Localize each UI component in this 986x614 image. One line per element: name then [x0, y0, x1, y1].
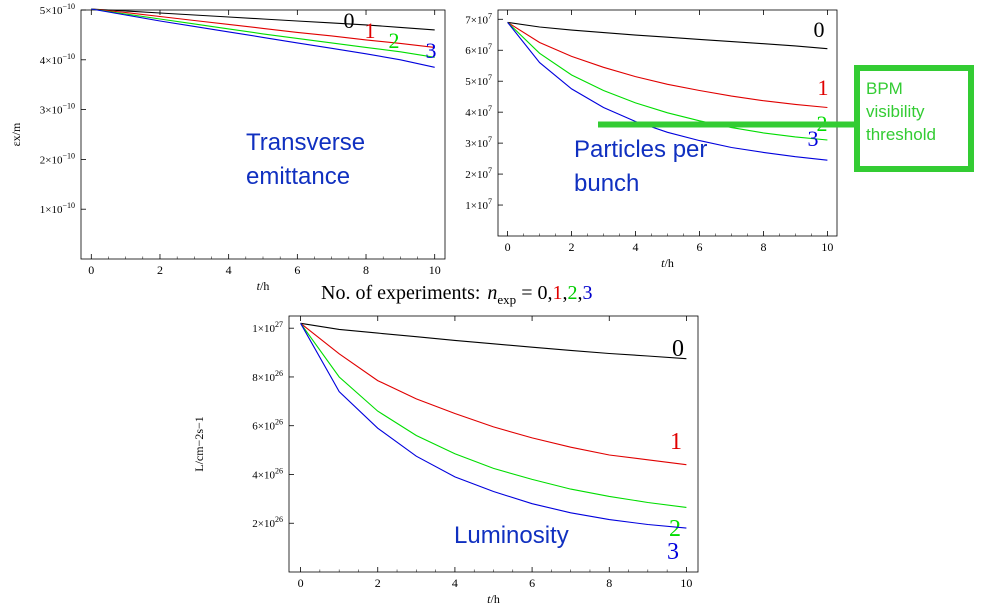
- x-tick-label: 6: [696, 240, 702, 254]
- x-tick-label: 0: [88, 263, 94, 277]
- y-tick-label: 5×10−10: [40, 2, 75, 17]
- series-label-0: 0: [672, 336, 684, 362]
- bpm-threshold-text: visibility: [866, 102, 925, 121]
- bpm-threshold-text: threshold: [866, 125, 936, 144]
- series-line-2: [91, 8, 435, 58]
- x-tick-label: 2: [569, 240, 575, 254]
- experiments-caption: No. of experiments: nexp = 0,1,2,3: [321, 282, 592, 307]
- x-tick-label: 0: [298, 576, 304, 590]
- y-tick-label: 4×1026: [252, 466, 283, 481]
- y-tick-label: 4×107: [465, 104, 492, 119]
- y-tick-label: 6×1026: [252, 418, 283, 433]
- bpm-threshold-box: [854, 65, 974, 172]
- y-axis-label: L/cm−2s−1: [192, 416, 206, 472]
- y-tick-label: 5×107: [465, 73, 492, 88]
- x-tick-label: 0: [505, 240, 511, 254]
- series-line-3: [507, 22, 828, 161]
- x-tick-label: 2: [375, 576, 381, 590]
- y-axis-label: εx/m: [9, 122, 23, 146]
- y-tick-label: 2×10−10: [40, 151, 75, 166]
- y-tick-label: 3×10−10: [40, 102, 75, 117]
- y-tick-label: 6×107: [465, 42, 492, 57]
- chart-overlay-label: Transverse: [246, 129, 365, 156]
- bpm-threshold-text: BPM: [866, 79, 903, 98]
- series-line-2: [507, 22, 828, 141]
- chart-overlay-label: emittance: [246, 163, 350, 190]
- series-label-3: 3: [808, 126, 819, 151]
- x-tick-label: 10: [821, 240, 833, 254]
- y-tick-label: 1×1027: [252, 320, 283, 335]
- series-line-0: [300, 322, 687, 360]
- y-tick-label: 7×107: [465, 11, 492, 26]
- series-line-1: [91, 8, 435, 48]
- series-label-0: 0: [814, 17, 825, 42]
- x-tick-label: 8: [363, 263, 369, 277]
- series-label-3: 3: [426, 38, 437, 63]
- x-tick-label: 8: [760, 240, 766, 254]
- x-tick-label: 4: [452, 576, 458, 590]
- x-tick-label: 4: [226, 263, 232, 277]
- chart-overlay-label: bunch: [574, 170, 639, 197]
- series-label-3: 3: [667, 539, 679, 565]
- luminosity-chart: 0 2 4 6 8 102×10264×10266×10268×10261×1027t/h…: [192, 315, 699, 606]
- particles-chart: 0 2 4 6 8 101×1072×1073×1074×1075×1076×1077×1…: [465, 9, 974, 270]
- series-line-2: [300, 322, 687, 508]
- series-line-1: [507, 21, 828, 109]
- series-label-0: 0: [344, 8, 355, 33]
- series-line-0: [507, 21, 828, 50]
- x-tick-label: 2: [157, 263, 163, 277]
- x-tick-label: 10: [680, 576, 692, 590]
- x-axis-label: t/h: [487, 592, 500, 606]
- chart-overlay-label: Particles per: [574, 136, 707, 163]
- y-tick-label: 8×1026: [252, 369, 283, 384]
- x-tick-label: 8: [606, 576, 612, 590]
- series-label-1: 1: [818, 75, 829, 100]
- series-line-3: [300, 323, 687, 529]
- series-label-1: 1: [670, 429, 682, 455]
- x-tick-label: 10: [429, 263, 441, 277]
- series-line-0: [91, 8, 435, 31]
- y-tick-label: 3×107: [465, 135, 492, 150]
- y-tick-label: 1×10−10: [40, 201, 75, 216]
- y-tick-label: 2×107: [465, 166, 492, 181]
- series-label-2: 2: [669, 516, 681, 542]
- x-tick-label: 6: [529, 576, 535, 590]
- series-label-1: 1: [365, 18, 376, 43]
- series-line-3: [91, 8, 435, 68]
- y-tick-label: 2×1026: [252, 515, 283, 530]
- series-label-2: 2: [389, 28, 400, 53]
- x-tick-label: 6: [294, 263, 300, 277]
- chart-overlay-label: Luminosity: [454, 522, 569, 549]
- y-tick-label: 4×10−10: [40, 52, 75, 67]
- y-tick-label: 1×107: [465, 197, 492, 212]
- emittance-chart: 0 2 4 6 8 101×10−102×10−103×10−104×10−105×10−…: [9, 2, 446, 293]
- x-tick-label: 4: [633, 240, 639, 254]
- x-axis-label: t/h: [257, 279, 270, 293]
- series-line-1: [300, 322, 687, 466]
- x-axis-label: t/h: [661, 256, 674, 270]
